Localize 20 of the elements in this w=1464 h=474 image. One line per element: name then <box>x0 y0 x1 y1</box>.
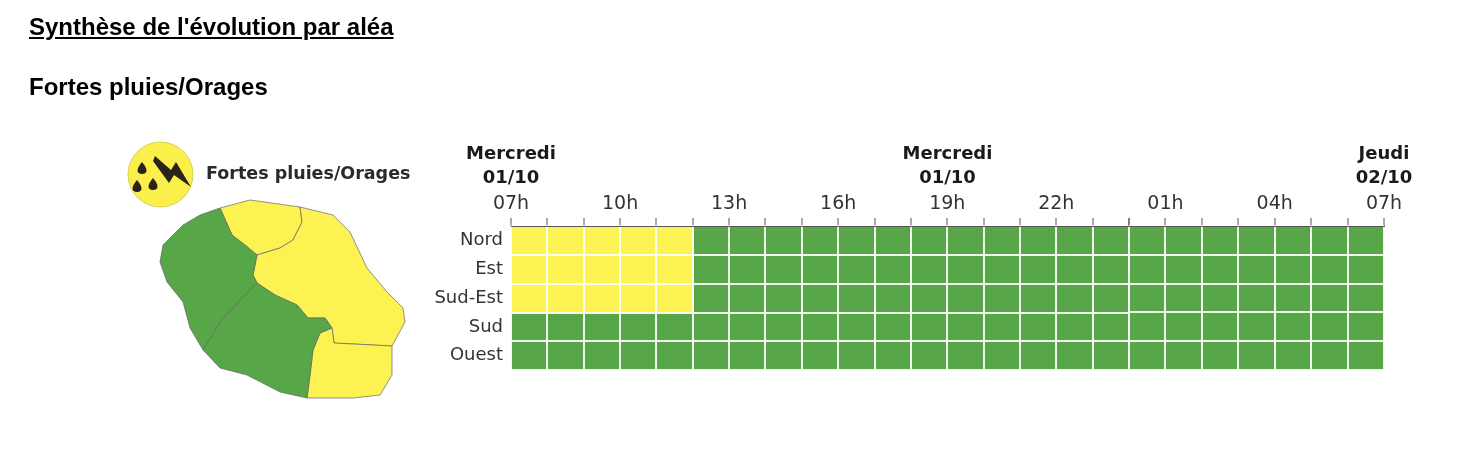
y-tick-label: Sud <box>468 314 503 336</box>
text: Mercredi 01/10 <box>902 141 993 187</box>
x-tick-label: 19h <box>929 190 966 213</box>
x-tick-label: 04h <box>1256 190 1293 213</box>
x-tick-label: 07h <box>492 190 530 213</box>
x-tick-label: 16h <box>820 190 857 213</box>
text: Synthèse de l'évolution par aléa <box>29 13 394 41</box>
y-tick-label: Ouest <box>449 343 503 365</box>
x-tick-label: 13h <box>711 190 748 213</box>
text: Fortes pluies/Orages <box>29 73 268 101</box>
y-tick-label: Nord <box>460 228 503 250</box>
text: Mercredi 01/10 <box>466 141 556 187</box>
x-tick-label: 10h <box>601 190 639 213</box>
x-tick-label: 07h <box>1365 190 1403 213</box>
text: Fortes pluies/Orages <box>206 163 411 183</box>
x-tick-label: 22h <box>1038 190 1075 213</box>
text: Jeudi 02/10 <box>1355 141 1413 187</box>
x-tick-label: 01h <box>1147 190 1184 213</box>
y-tick-label: Est <box>475 256 503 278</box>
y-tick-label: Sud-Est <box>434 285 503 307</box>
